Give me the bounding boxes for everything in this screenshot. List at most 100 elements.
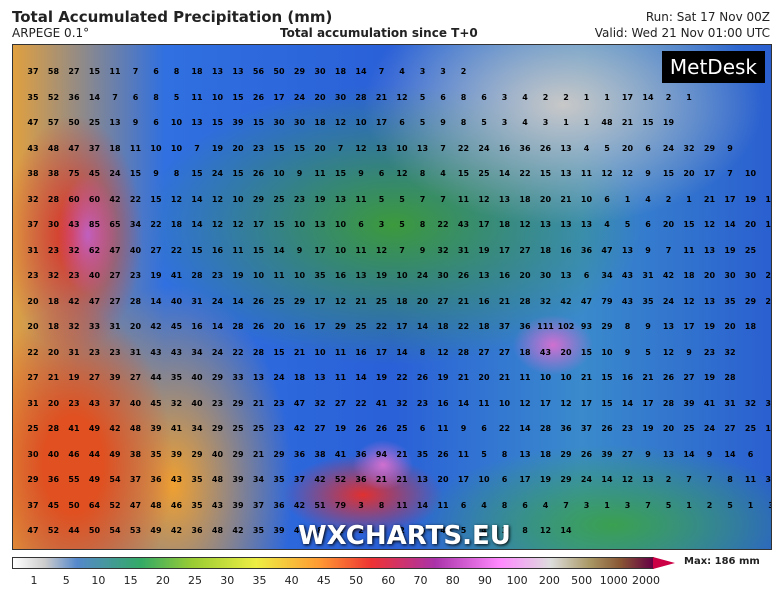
colorbar-arrow (653, 557, 675, 569)
grid-value: 14 (88, 92, 101, 102)
grid-value: 79 (334, 500, 347, 510)
grid-value: 7 (194, 143, 200, 153)
grid-value: 27 (27, 373, 39, 382)
grid-value: 7 (645, 500, 651, 510)
grid-value: 3 (358, 500, 364, 510)
grid-value: 1 (747, 500, 754, 510)
grid-value: 8 (460, 118, 467, 127)
grid-value: 48 (601, 118, 613, 127)
grid-value: 1 (686, 194, 692, 204)
grid-value: 43 (621, 296, 634, 306)
grid-value: 25 (273, 194, 285, 204)
grid-value: 16 (355, 347, 367, 357)
grid-value: 6 (399, 118, 405, 127)
grid-value: 45 (47, 500, 60, 510)
grid-value: 21 (396, 449, 408, 459)
grid-value: 22 (375, 322, 388, 331)
grid-value: 34 (252, 475, 265, 484)
grid-value: 27 (334, 398, 347, 408)
grid-value: 31 (724, 398, 736, 408)
grid-value: 30 (293, 118, 306, 127)
grid-value: 7 (686, 475, 692, 484)
grid-value: 16 (293, 322, 306, 331)
grid-value: 19 (642, 424, 654, 433)
grid-value: 11 (355, 194, 367, 204)
grid-value: 5 (173, 92, 180, 102)
grid-value: 29 (191, 449, 203, 459)
grid-value: 23 (416, 398, 429, 408)
grid-value: 65 (109, 220, 121, 229)
grid-value: 6 (481, 424, 487, 433)
grid-value: 13 (416, 143, 429, 153)
grid-value: 9 (419, 245, 426, 255)
grid-value: 39 (683, 398, 695, 408)
grid-value: 20 (232, 143, 244, 153)
grid-value: 24 (478, 143, 490, 153)
grid-value: 48 (211, 526, 224, 535)
grid-value: 13 (314, 220, 326, 229)
grid-value: 13 (703, 296, 716, 306)
grid-value: 30 (724, 271, 736, 280)
grid-value: 36 (355, 475, 367, 484)
grid-value: 43 (621, 271, 634, 280)
grid-value: 5 (481, 118, 487, 127)
grid-value: 9 (440, 118, 446, 127)
grid-value: 50 (88, 526, 101, 535)
grid-value: 26 (662, 373, 675, 382)
grid-value: 6 (460, 500, 467, 510)
grid-value: 5 (481, 449, 487, 459)
grid-value: 3 (542, 118, 549, 127)
grid-value: 13 (662, 322, 675, 331)
grid-value: 14 (457, 398, 470, 408)
legend-tick: 500 (571, 574, 593, 587)
grid-value: 15 (765, 220, 772, 229)
grid-value: 20 (47, 347, 60, 357)
grid-value: 41 (375, 398, 388, 408)
grid-value: 1 (686, 500, 692, 510)
grid-value: 20 (683, 169, 695, 178)
grid-value: 36 (580, 245, 593, 255)
grid-value: 20 (724, 322, 736, 331)
grid-value: 37 (27, 500, 39, 510)
grid-value: 17 (498, 245, 511, 255)
grid-value: 46 (68, 449, 80, 459)
grid-value: 13 (252, 373, 265, 382)
grid-value: 3 (501, 118, 508, 127)
legend-tick: 20 (155, 574, 170, 587)
grid-value: 17 (539, 398, 552, 408)
grid-value: 23 (252, 143, 265, 153)
grid-value: 2 (665, 475, 672, 484)
grid-value: 20 (27, 322, 39, 331)
grid-value: 36 (150, 475, 162, 484)
grid-value: 26 (765, 296, 772, 306)
grid-value: 27 (724, 424, 736, 433)
grid-value: 11 (478, 398, 490, 408)
grid-value: 6 (583, 271, 590, 280)
grid-value: 33 (88, 322, 101, 331)
grid-value: 25 (375, 296, 388, 306)
grid-value: 9 (624, 347, 631, 357)
grid-value: 25 (396, 424, 408, 433)
grid-value: 7 (112, 92, 118, 102)
grid-value: 49 (88, 424, 101, 433)
grid-value: 11 (457, 449, 470, 459)
grid-value: 19 (724, 245, 736, 255)
grid-value: 11 (519, 373, 531, 382)
grid-value: 21 (375, 475, 388, 484)
grid-value: 28 (539, 424, 552, 433)
grid-value: 31 (68, 347, 80, 357)
grid-value: 41 (170, 424, 183, 433)
grid-value: 25 (744, 245, 757, 255)
max-label: Max: 186 mm (684, 556, 760, 567)
grid-value: 14 (724, 449, 736, 459)
grid-value: 43 (150, 347, 162, 357)
grid-value: 10 (293, 271, 306, 280)
grid-value: 36 (560, 424, 572, 433)
grid-value: 29 (334, 322, 347, 331)
grid-value: 4 (583, 143, 590, 153)
grid-value: 22 (519, 169, 531, 178)
grid-value: 6 (153, 67, 159, 76)
grid-value: 54 (109, 526, 121, 535)
grid-value: 32 (27, 194, 39, 204)
grid-value: 31 (27, 245, 39, 255)
